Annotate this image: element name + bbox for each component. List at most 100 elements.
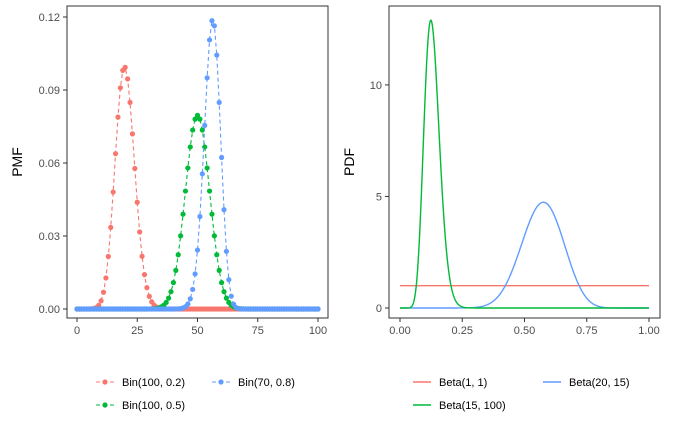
data-point [197,116,203,122]
data-point [219,280,225,286]
data-point [216,99,222,106]
y-tick-label: 0.00 [39,304,60,316]
data-point [146,293,152,299]
legend-item: Bin(100, 0.5) [96,400,185,412]
y-tick-label: 0.09 [39,85,60,97]
series-line [77,18,318,310]
data-point [180,211,186,217]
data-point [223,248,230,254]
series-beta-20-15 [400,201,649,309]
series-bin-70-0-8 [74,18,321,312]
data-point [139,253,145,259]
data-point [125,76,131,82]
data-point [192,271,198,277]
y-tick-label: 0 [376,303,382,315]
legend-key-point [102,379,108,385]
data-point [117,85,123,91]
pmf-chart: 0.00 0.03 0.06 0.09 0.12 0 25 50 75 100 PMF Bin(100… [9,5,329,412]
x-tick-label: 0 [74,325,80,337]
data-point [178,233,184,239]
data-point [206,188,213,194]
data-point [197,213,203,220]
x-tick-label: 100 [309,325,327,337]
data-point [103,275,109,281]
x-tick-label: 0.25 [452,325,473,337]
data-point [199,171,205,177]
data-point [202,144,208,150]
data-point [122,64,128,70]
data-point [108,224,114,231]
data-point [100,289,107,295]
data-point [115,114,121,120]
legend-item: Beta(20, 15) [543,377,630,389]
data-point [214,52,220,58]
data-point [209,211,215,217]
data-point [173,267,179,273]
data-point [185,301,191,307]
data-point [185,165,191,171]
data-point [163,299,169,306]
data-point [127,99,133,106]
data-point [134,199,140,205]
data-point [221,289,227,295]
x-tick-label: 0.00 [389,325,410,337]
data-point [190,286,196,293]
data-point [209,18,215,24]
legend-item: Bin(70, 0.8) [212,377,295,389]
y-tick-label: 5 [376,191,382,203]
x-tick-label: 75 [252,325,264,337]
data-point [132,165,138,172]
data-point [105,253,111,260]
series-line [77,114,318,310]
data-point [223,295,230,301]
data-point [214,252,220,258]
data-point [175,252,181,258]
x-tick-label: 0.75 [576,325,597,337]
y-axis-label: PMF [9,147,25,177]
legend-label: Beta(1, 1) [439,377,487,389]
legend-pdf: Beta(1, 1) Beta(20, 15) Beta(15, 100) [413,377,630,412]
data-point [141,272,148,278]
data-point [194,112,201,118]
series-bin-100-0-5 [74,112,321,312]
data-point [170,280,176,286]
series-curve [400,201,649,309]
data-point [228,293,234,299]
data-point [202,122,208,128]
data-point [187,296,193,302]
y-tick-label: 0.03 [39,231,60,243]
data-point [315,306,321,312]
data-point [187,144,193,150]
data-point [112,151,119,157]
data-point [206,37,213,43]
data-point [192,116,198,122]
x-tick-label: 1.00 [638,325,659,337]
legend-pmf: Bin(100, 0.2) Bin(70, 0.8) Bin(100, 0.5) [96,377,295,412]
data-point [211,23,217,29]
legend-label: Beta(15, 100) [439,400,506,412]
legend-label: Bin(100, 0.5) [122,400,185,412]
series-curve [400,19,649,309]
x-tick-label: 50 [191,325,203,337]
legend-item: Beta(15, 100) [413,400,506,412]
data-point [219,154,225,161]
data-point [165,295,172,301]
data-point [204,165,210,171]
legend-label: Bin(70, 0.8) [238,377,295,389]
y-axis-label: PDF [341,148,357,176]
data-point [144,285,150,291]
plot-border [388,5,661,319]
legend-item: Beta(1, 1) [413,377,487,389]
y-tick-label: 0.12 [39,12,60,24]
legend-key-point [102,402,108,408]
series-line [77,66,318,310]
data-point [190,127,196,133]
data-point [168,289,174,295]
data-point [194,247,201,253]
data-point [182,188,189,194]
y-tick-label: 0.06 [39,158,60,170]
x-tick-label: 0.50 [514,325,535,337]
data-point [204,75,210,81]
